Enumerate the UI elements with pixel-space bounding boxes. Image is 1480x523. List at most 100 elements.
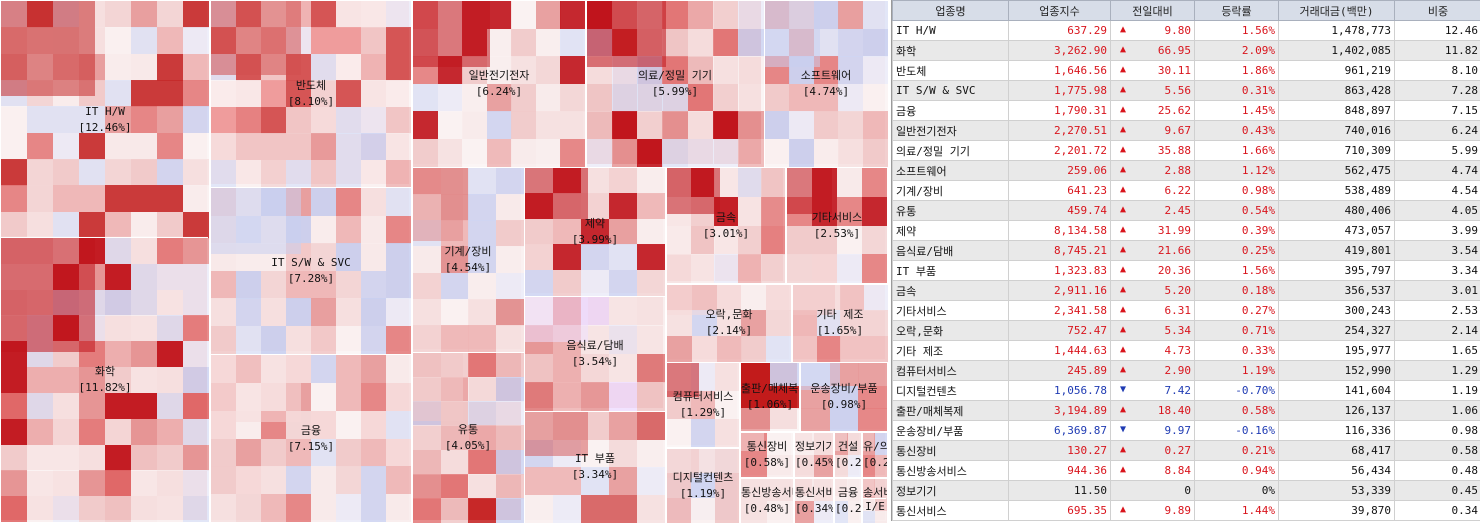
treemap-tile (105, 445, 131, 471)
treemap-tile (157, 1, 183, 28)
treemap-cell-ent[interactable]: 오락,문화[2.14%] (666, 284, 790, 360)
treemap-cell-digi[interactable]: 디지털컨텐츠[1.19%] (666, 448, 738, 521)
treemap-tile (862, 168, 887, 197)
cell-sector-name: 기타 제조 (893, 341, 1009, 361)
treemap-cell-telsvc[interactable]: 통신서비스[0.34%] (794, 478, 832, 521)
treemap-cell-elec[interactable]: 일반전기전자[6.24%] (412, 0, 584, 165)
treemap-tile (525, 382, 553, 411)
treemap-major-tile (741, 363, 767, 390)
treemap-cell-med[interactable]: 의료/정밀 기기[5.99%] (586, 0, 762, 165)
col-header-index[interactable]: 업종지수 (1009, 1, 1111, 21)
treemap-tile (840, 336, 864, 362)
col-header-name[interactable]: 업종명 (893, 1, 1009, 21)
treemap-cell-pub[interactable]: 출판/매체복제[1.06%] (740, 362, 798, 430)
treemap-tile (131, 315, 157, 341)
treemap-cell-ithw[interactable]: IT H/W[12.46%] (0, 0, 208, 237)
treemap-tile (468, 299, 496, 326)
treemap-tile (637, 270, 665, 296)
treemap-major-tile (211, 188, 301, 254)
treemap-tile (487, 111, 512, 139)
treemap-cell-const[interactable]: 건설[0.29%] (834, 432, 860, 476)
treemap-cell-t2[interactable]: I/E (862, 498, 886, 521)
treemap-cell-itpt[interactable]: IT 부품[3.34%] (524, 411, 664, 521)
cell-index: 245.89 (1009, 361, 1111, 381)
up-arrow-icon: ▲ (1114, 224, 1126, 235)
treemap-cell-chem[interactable]: 화학[11.82%] (0, 237, 208, 521)
col-header-change[interactable]: 전일대비 (1111, 1, 1195, 21)
cell-amount: 710,309 (1279, 141, 1395, 161)
treemap-cell-dist2[interactable]: 유/의[0.26%] (862, 432, 886, 476)
treemap-cell-semi[interactable]: 반도체[8.10%] (210, 0, 410, 185)
treemap-tile (496, 325, 524, 352)
treemap-cell-comp[interactable]: 컴퓨터서비스[1.29%] (666, 362, 738, 446)
treemap-tile (688, 111, 714, 139)
cell-index: 2,270.51 (1009, 121, 1111, 141)
cell-index: 2,911.16 (1009, 281, 1111, 301)
treemap-cell-teleq[interactable]: 통신장비[0.58%] (740, 432, 792, 476)
treemap-cell-dist[interactable]: 유통[4.05%] (412, 352, 522, 521)
cell-index: 637.29 (1009, 21, 1111, 41)
treemap-cell-tbsvc[interactable]: 통신방송서비스[0.48%] (740, 478, 792, 521)
treemap-tile (688, 139, 714, 167)
col-header-rate[interactable]: 등락률 (1195, 1, 1279, 21)
treemap-tile (311, 107, 336, 134)
treemap-cell-trans[interactable]: 운송장비/부품[0.98%] (800, 362, 886, 430)
treemap-cell-etcm[interactable]: 기타 제조[1.65%] (792, 284, 886, 360)
treemap-tile (211, 494, 236, 522)
treemap-tile (311, 216, 336, 244)
cell-rate: 0.71% (1195, 321, 1279, 341)
treemap-tile (875, 433, 887, 455)
treemap-tile (27, 445, 53, 471)
treemap-cell-fin[interactable]: 금융[7.15%] (210, 354, 410, 521)
col-header-weight[interactable]: 비중 (1395, 1, 1480, 21)
treemap-cell-etcs[interactable]: 기타서비스[2.53%] (786, 167, 886, 282)
treemap-cell-food[interactable]: 음식료/담배[3.54%] (524, 296, 664, 409)
col-header-amount[interactable]: 거래대금(백만) (1279, 1, 1395, 21)
treemap-cell-infoq[interactable]: 정보기기[0.45%] (794, 432, 832, 476)
treemap-cell-metal[interactable]: 금속[3.01%] (666, 167, 784, 282)
treemap-cell-mach[interactable]: 기계/장비[4.54%] (412, 167, 522, 350)
treemap-tile (157, 264, 183, 290)
cell-sector-name: 통신방송서비스 (893, 461, 1009, 481)
cell-change: ▼9.97 (1111, 421, 1195, 441)
treemap-tile (511, 29, 536, 57)
treemap-tile (714, 226, 738, 255)
cell-sector-name: 정보기기 (893, 481, 1009, 501)
cell-rate: 0% (1195, 481, 1279, 501)
treemap-tile (688, 29, 714, 57)
treemap-tile (875, 455, 887, 477)
treemap-cell-soft[interactable]: 소프트웨어[4.74%] (764, 0, 886, 165)
treemap-cell-itsw[interactable]: IT S/W & SVC[7.28%] (210, 187, 410, 352)
treemap-cell-fin2[interactable]: 금융[0.24%] (834, 478, 860, 521)
treemap-tile (487, 1, 512, 29)
treemap-cell-phar[interactable]: 제약[3.99%] (524, 167, 664, 294)
treemap-tile (496, 246, 524, 273)
treemap-major-tile (211, 355, 301, 422)
change-value: 20.36 (1158, 264, 1191, 277)
